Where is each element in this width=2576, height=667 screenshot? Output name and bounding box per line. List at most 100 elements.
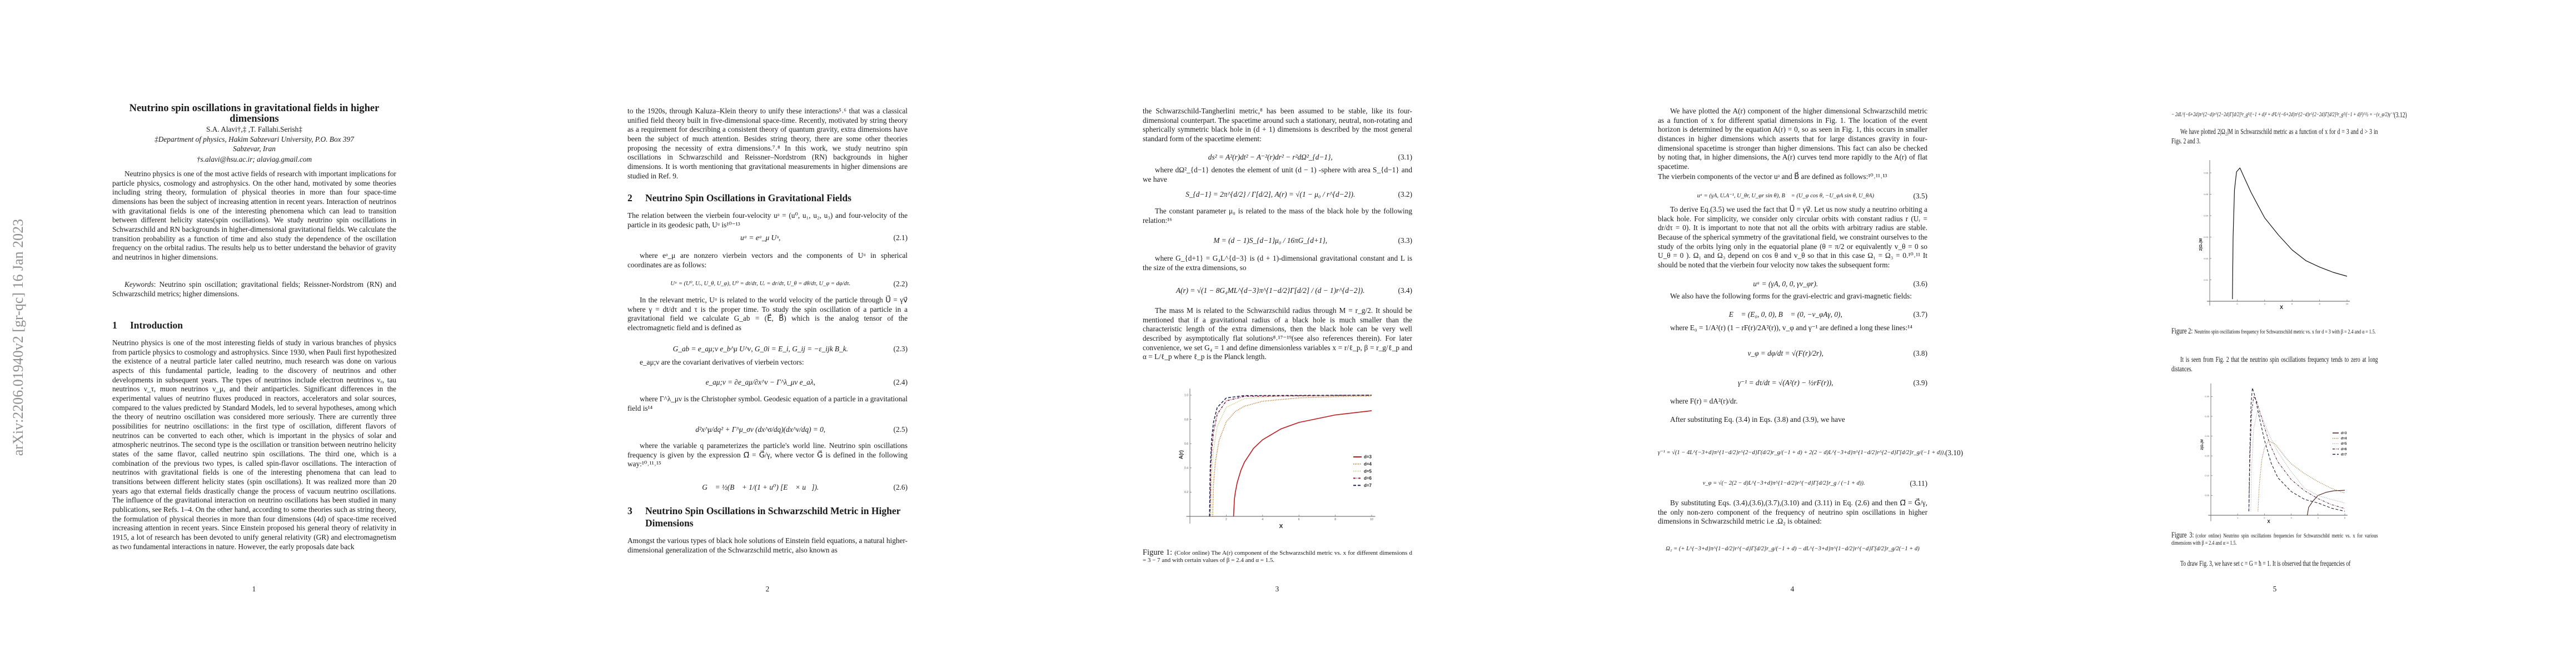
paragraph: where E₀ = 1/A²(r) (1 − rF(r)/2A²(r)), v… xyxy=(1670,323,1912,332)
affiliation: Sabzevar, Iran xyxy=(233,145,276,153)
legend-label: d=3 xyxy=(2341,432,2347,435)
equation-number: (3.8) xyxy=(1913,349,1927,357)
y-tick-label: 0.8 xyxy=(1184,418,1188,421)
figure-caption: Figure 3: (color online) Neutrino spin os… xyxy=(2171,531,2378,546)
y-tick-label: 0.02 xyxy=(2204,257,2209,260)
x-tick-label: 4 xyxy=(2264,302,2266,305)
y-axis-label: 2|Ω₂|M xyxy=(2201,439,2204,450)
page-number: 1 xyxy=(252,585,256,593)
equation: ds² = A²(r)dt² − A⁻²(r)dr² − r²dΩ²_{d−1}… xyxy=(1143,153,1412,162)
x-tick-label: 4 xyxy=(1262,518,1263,521)
x-tick-label: 4 xyxy=(2318,516,2319,519)
equation: v_φ = √(− 2(2 − d)L^{−3+d}π^{1−d/2}r^{−d… xyxy=(1658,479,1927,489)
equation: uᵃ = (γA, UᵣA⁻¹, U_θr, U_φr sin θ), B⃗ =… xyxy=(1658,192,1927,201)
equation-number: (2.6) xyxy=(893,483,908,491)
equation: M = (d − 1)S_{d−1}μ₀ / 16πG_{d+1}, (3.3) xyxy=(1143,236,1412,246)
y-axis-label: 2|Ω₂|M xyxy=(2199,238,2203,251)
equation: e_aμ;ν = ∂e_aμ/∂x^ν − Γ^λ_μν e_aλ, (2.4) xyxy=(627,378,908,387)
equation: uᵃ = (γA, 0, 0, γv_φr). (3.6) xyxy=(1658,280,1927,289)
x-tick-label: 5 xyxy=(2344,516,2346,519)
equation-number: (2.4) xyxy=(893,378,908,386)
series-line-d=7 xyxy=(1209,395,1372,517)
paragraph: We have plotted the A(r) component of th… xyxy=(1658,107,1927,171)
legend-label: d=3 xyxy=(1364,455,1372,460)
paragraph: To derive Eq.(3.5) we used the fact that… xyxy=(1658,205,1927,270)
paragraph: To draw Fig. 3, we have set c = G = ħ = … xyxy=(2180,559,2351,568)
y-tick-label: 0.06 xyxy=(2204,171,2209,174)
y-tick-label: 0.4 xyxy=(1184,466,1188,470)
equation: A(r) = √(1 − 8G₄ML^{d−3}π^{1−d/2}Γ[d/2] … xyxy=(1143,286,1412,296)
x-axis-label: X xyxy=(1279,524,1283,530)
chart-figure-2: 2 4 6 8 10 0.01 0.02 0.03 0.04 0.05 0.06 X 2|Ω₂|M xyxy=(2199,160,2350,310)
series-line-d=6 xyxy=(2248,396,2345,511)
affiliation: †s.alavi@hsu.ac.ir; alaviag.gmail.com xyxy=(196,155,312,163)
x-axis-label: X xyxy=(2267,519,2270,524)
equation-number: (2.1) xyxy=(893,233,908,242)
y-axis-label: A(r) xyxy=(1178,450,1184,459)
paragraph: where Γ^λ_μν is the Christopher symbol. … xyxy=(627,395,908,412)
y-tick-label: 0.01 xyxy=(2204,278,2209,281)
section-title: Introduction xyxy=(130,320,183,331)
affiliation: ‡Department of physics, Hakim Sabzevari … xyxy=(155,135,354,143)
equation-number: (3.2) xyxy=(1398,190,1412,198)
equation-body: d²x^μ/dq² + Γ^μ_σν (dx^σ/dq)(dx^ν/dq) = … xyxy=(695,425,826,434)
series-line-d=5 xyxy=(1210,395,1372,517)
equation: Uᵃ = (U⁰, Uᵣ, U_θ, U_φ), U⁰ = dt/dτ, Uᵣ … xyxy=(627,280,908,289)
y-tick-label: 1.0 xyxy=(1184,394,1188,397)
equation-body: S_{d−1} = 2π^{d/2} / Γ[d/2], A(r) = √(1 … xyxy=(1185,190,1356,198)
y-tick-label: 0.20 xyxy=(2205,435,2210,437)
equation-body: − 2dL^{−6+2d}π^{2−d}r^{2−2d}Γ[d/2]²r_g²/… xyxy=(2171,112,2394,118)
x-tick-label: 8 xyxy=(1334,518,1336,521)
caption-label: Figure 1: xyxy=(1143,548,1173,557)
section-title: Neutrino Spin Oscillations in Schwarzsch… xyxy=(645,505,901,529)
equation-number: (3.7) xyxy=(1913,310,1927,318)
series-line-d=6 xyxy=(1209,395,1372,517)
page-number: 2 xyxy=(765,585,770,593)
caption-label: Figure 2: xyxy=(2171,327,2193,336)
legend-label: d=6 xyxy=(2341,448,2347,451)
paragraph: to the 1920s, through Kaluza–Klein theor… xyxy=(627,107,908,180)
equation-number: (3.3) xyxy=(1398,236,1412,245)
x-tick-label: 1 xyxy=(2237,516,2239,519)
equation-body: uᵃ = eᵃ_μ Uᵘ, xyxy=(740,233,781,242)
equation-number: (2.3) xyxy=(893,345,908,353)
y-tick-label: 0.2 xyxy=(1184,491,1188,494)
equation: v_φ = dφ/dt = √(F(r)/2r), (3.8) xyxy=(1658,349,1927,359)
y-tick-label: 0.03 xyxy=(2204,236,2209,238)
section-title: Neutrino Spin Oscillations in Gravitatio… xyxy=(645,192,851,203)
caption-text: (Color online) The A(r) component of the… xyxy=(1143,550,1412,564)
x-tick-label: 10 xyxy=(2346,302,2349,305)
section-number: 1 xyxy=(112,320,117,331)
equation: E⃗ = (E₀, 0, 0), B⃗ = (0, −v_φAγ, 0), (3.… xyxy=(1658,310,1927,320)
x-tick-label: 3 xyxy=(2290,516,2292,519)
paragraph: e_aμ;ν are the covariant derivatives of … xyxy=(640,358,804,366)
authors: S.A. Alavi†,‡ ,T. Fallahi.Serish‡ xyxy=(206,125,302,133)
paragraph: where G_{d+1} = G₄L^{d−3} is (d + 1)-dim… xyxy=(1143,254,1412,272)
paragraph: By substituting Eqs. (3.4),(3.6),(3.7),(… xyxy=(1658,499,1927,526)
keywords-text: : Neutrino spin oscillation; gravitation… xyxy=(112,280,396,298)
caption-text: Neutrino spin oscillations frequency for… xyxy=(2194,328,2376,335)
series-line-d=5 xyxy=(2250,411,2345,511)
legend-label: d=6 xyxy=(1364,476,1372,481)
x-tick-label: 6 xyxy=(1298,518,1300,521)
y-tick-label: 0.05 xyxy=(2204,193,2209,196)
paragraph: the Schwarzschild-Tangherlini metric,⁸ h… xyxy=(1143,107,1412,143)
paragraph: where F(r) = dA²(r)/dr. xyxy=(1670,397,1738,405)
equation-body: uᵃ = (γA, UᵣA⁻¹, U_θr, U_φr sin θ), B⃗ =… xyxy=(1697,193,1874,199)
paragraph: It is seen from Fig. 2 that the neutrino… xyxy=(2171,355,2378,373)
paragraph: The constant parameter μ₀ is related to … xyxy=(1143,207,1412,225)
equation-body: uᵃ = (γA, 0, 0, γv_φr). xyxy=(1753,280,1818,288)
x-tick-label: 2 xyxy=(1225,518,1227,521)
figure-caption: Figure 2: Neutrino spin oscillations freq… xyxy=(2171,327,2378,336)
legend-label: d=5 xyxy=(2341,442,2347,446)
equation-body: ds² = A²(r)dt² − A⁻²(r)dr² − r²dΩ²_{d−1}… xyxy=(1208,153,1333,161)
x-tick-label: 8 xyxy=(2319,302,2320,305)
section-heading: 1 Introduction xyxy=(112,319,396,331)
section-number: 3 xyxy=(627,505,632,516)
section-heading: 3 Neutrino Spin Oscillations in Schwarzsc… xyxy=(627,505,908,529)
paragraph: where eᵃ_μ are nonzero vierbein vectors … xyxy=(627,251,908,269)
page-number: 5 xyxy=(2273,585,2277,593)
equation-body: γ⁻¹ = dτ/dt = √(A²(r) − ½rF(r)), xyxy=(1738,379,1833,387)
x-tick-label: 6 xyxy=(2291,302,2293,305)
equation-number: (2.5) xyxy=(893,425,908,434)
